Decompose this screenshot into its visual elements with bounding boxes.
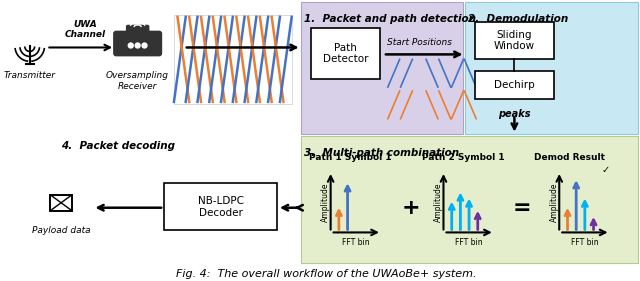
Text: Demod Result: Demod Result (534, 153, 605, 162)
Bar (465, 2, 638, 133)
Text: Path
Detector: Path Detector (323, 43, 369, 64)
Text: 2.  Demodulation: 2. Demodulation (468, 14, 568, 24)
Text: ✓: ✓ (602, 165, 609, 175)
Text: +: + (402, 198, 420, 218)
Text: Start Positions: Start Positions (387, 38, 452, 47)
Bar (51, 195, 72, 211)
Text: UWA
Channel: UWA Channel (65, 20, 106, 39)
Circle shape (142, 43, 147, 48)
Text: peaks: peaks (498, 109, 531, 119)
Bar (174, 15, 292, 104)
Text: NB-LDPC
Decoder: NB-LDPC Decoder (198, 196, 244, 217)
Text: Amplitude: Amplitude (550, 182, 559, 221)
Text: 3.  Multi-path combination: 3. Multi-path combination (305, 148, 460, 158)
Text: 4.  Packet decoding: 4. Packet decoding (61, 141, 175, 151)
Text: Oversampling
Receiver: Oversampling Receiver (106, 71, 169, 90)
Text: Transmitter: Transmitter (4, 71, 56, 80)
Text: Amplitude: Amplitude (434, 182, 443, 221)
Text: Payload data: Payload data (32, 226, 90, 235)
Text: Path 2 Symbol 1: Path 2 Symbol 1 (422, 153, 505, 162)
Bar (164, 183, 277, 230)
Text: Fig. 4:  The overall workflow of the UWAoBe+ system.: Fig. 4: The overall workflow of the UWAo… (176, 269, 476, 279)
Text: FFT bin: FFT bin (342, 238, 370, 247)
FancyBboxPatch shape (126, 25, 149, 37)
Text: =: = (513, 198, 532, 218)
Text: Dechirp: Dechirp (494, 80, 535, 90)
Text: FFT bin: FFT bin (571, 238, 598, 247)
Bar (301, 137, 638, 263)
Text: Path 1 Symbol 1: Path 1 Symbol 1 (309, 153, 392, 162)
Bar (475, 71, 554, 99)
Text: 1.  Packet and path detection: 1. Packet and path detection (305, 14, 476, 24)
Text: Amplitude: Amplitude (321, 182, 330, 221)
Bar (51, 195, 72, 211)
Bar (301, 2, 463, 133)
Text: FFT bin: FFT bin (455, 238, 483, 247)
Text: Sliding
Window: Sliding Window (494, 30, 535, 51)
Circle shape (128, 43, 133, 48)
Circle shape (135, 43, 140, 48)
Bar (311, 28, 380, 79)
Bar (475, 22, 554, 59)
FancyBboxPatch shape (113, 31, 162, 56)
